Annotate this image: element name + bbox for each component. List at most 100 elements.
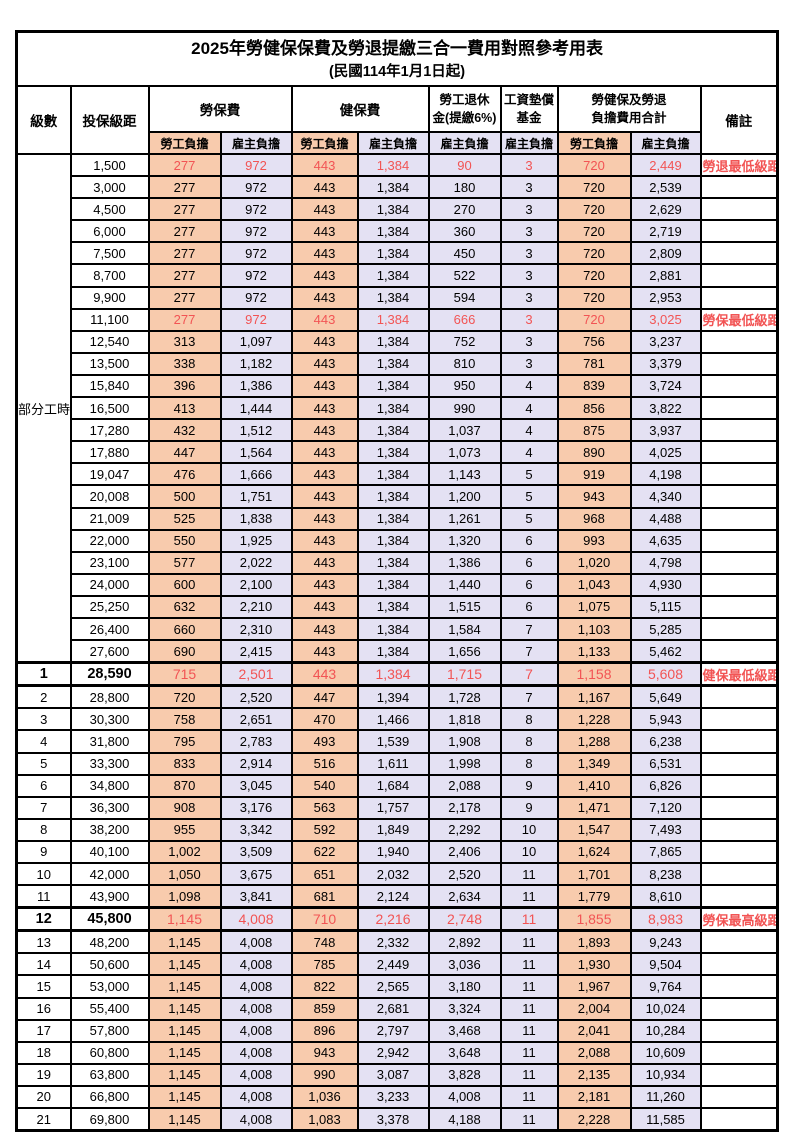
value-cell: 3,036 xyxy=(427,952,502,977)
value-cell: 443 xyxy=(290,351,359,376)
value-cell: 2,415 xyxy=(219,639,293,664)
value-cell: 5,943 xyxy=(629,707,702,732)
value-cell: 3,324 xyxy=(427,996,502,1021)
title-cell: 2025年勞健保保費及勞退提繳三合一費用對照參考用表 (民國114年1月1日起) xyxy=(15,30,779,87)
value-cell: 443 xyxy=(290,572,359,597)
value-cell: 972 xyxy=(219,197,293,222)
value-cell: 1,584 xyxy=(427,616,502,642)
value-cell: 795 xyxy=(147,729,222,754)
value-cell: 1,386 xyxy=(219,373,293,399)
value-cell: 943 xyxy=(556,484,632,509)
value-cell: 1,701 xyxy=(556,861,632,887)
fee-table: 2025年勞健保保費及勞退提繳三合一費用對照參考用表 (民國114年1月1日起)… xyxy=(15,30,780,1132)
value-cell: 4,008 xyxy=(219,1084,293,1110)
value-cell: 443 xyxy=(290,639,359,664)
bracket-cell: 21,009 xyxy=(69,506,150,531)
value-cell: 2,520 xyxy=(427,861,502,887)
value-cell: 2,501 xyxy=(219,661,293,688)
table-row: 21 69,800 1,145 4,008 1,083 3,378 4,188 11 2,228… xyxy=(15,1107,779,1132)
value-cell: 1,384 xyxy=(356,152,430,178)
value-cell: 2,719 xyxy=(629,219,702,244)
bracket-cell: 48,200 xyxy=(69,929,150,955)
table-body: 部分工時 1,500 277 972 443 1,384 90 3 720 2,449 勞退最低級距… xyxy=(15,152,779,1132)
value-cell: 1,539 xyxy=(356,729,430,754)
remark-cell xyxy=(699,396,779,421)
level-cell: 12 xyxy=(15,906,72,933)
table-row: 6 34,800 870 3,045 540 1,684 2,088 9 1,410 6,826 xyxy=(15,773,779,798)
table-row: 11 43,900 1,098 3,841 681 2,124 2,634 11 1,779 8,… xyxy=(15,884,779,909)
level-cell: 21 xyxy=(15,1107,72,1132)
value-cell: 1,098 xyxy=(147,884,222,909)
table-row: 13 48,200 1,145 4,008 748 2,332 2,892 11 1,893 9,… xyxy=(15,929,779,955)
value-cell: 1,908 xyxy=(427,729,502,754)
bracket-cell: 3,000 xyxy=(69,175,150,200)
value-cell: 2,004 xyxy=(556,996,632,1021)
value-cell: 443 xyxy=(290,219,359,244)
value-cell: 2,228 xyxy=(556,1107,632,1132)
value-cell: 6 xyxy=(499,528,559,553)
bracket-cell: 69,800 xyxy=(69,1107,150,1132)
value-cell: 968 xyxy=(556,506,632,531)
value-cell: 972 xyxy=(219,241,293,266)
value-cell: 10,024 xyxy=(629,996,702,1021)
value-cell: 360 xyxy=(427,219,502,244)
value-cell: 4,008 xyxy=(219,1018,293,1043)
table-row: 20 66,800 1,145 4,008 1,036 3,233 4,008 11 2,181… xyxy=(15,1084,779,1110)
value-cell: 1,384 xyxy=(356,285,430,310)
value-cell: 1,384 xyxy=(356,373,430,399)
value-cell: 720 xyxy=(147,684,222,710)
bracket-cell: 30,300 xyxy=(69,707,150,732)
value-cell: 856 xyxy=(556,396,632,421)
value-cell: 493 xyxy=(290,729,359,754)
value-cell: 3,675 xyxy=(219,861,293,887)
remark-cell xyxy=(699,462,779,487)
value-cell: 1,728 xyxy=(427,684,502,710)
total-label-line2: 負擔費用合計 xyxy=(591,111,667,125)
col-header-level: 級數 xyxy=(15,85,72,155)
value-cell: 3,233 xyxy=(356,1084,430,1110)
value-cell: 443 xyxy=(290,594,359,619)
value-cell: 6 xyxy=(499,572,559,597)
value-cell: 6,826 xyxy=(629,773,702,798)
value-cell: 1,384 xyxy=(356,418,430,443)
value-cell: 1,384 xyxy=(356,241,430,266)
value-cell: 8 xyxy=(499,751,559,776)
remark-cell xyxy=(699,373,779,399)
table-row: 7 36,300 908 3,176 563 1,757 2,178 9 1,471 7,120 xyxy=(15,795,779,820)
value-cell: 666 xyxy=(427,307,502,332)
level-cell: 17 xyxy=(15,1018,72,1043)
value-cell: 990 xyxy=(427,396,502,421)
value-cell: 2,809 xyxy=(629,241,702,266)
remark-cell xyxy=(699,572,779,597)
value-cell: 4,008 xyxy=(219,1040,293,1065)
remark-cell xyxy=(699,1107,779,1132)
bracket-cell: 11,100 xyxy=(69,307,150,332)
table-row: 6,000 277 972 443 1,384 360 3 720 2,719 xyxy=(17,219,779,244)
value-cell: 443 xyxy=(290,175,359,200)
value-cell: 443 xyxy=(290,484,359,509)
value-cell: 1,097 xyxy=(219,329,293,354)
value-cell: 2,022 xyxy=(219,550,293,575)
remark-cell xyxy=(699,773,779,798)
value-cell: 11 xyxy=(499,1107,559,1132)
value-cell: 1,384 xyxy=(356,219,430,244)
value-cell: 1,349 xyxy=(556,751,632,776)
table-row: 18 60,800 1,145 4,008 943 2,942 3,648 11 2,088 10… xyxy=(15,1040,779,1065)
value-cell: 1,838 xyxy=(219,506,293,531)
value-cell: 3,648 xyxy=(427,1040,502,1065)
value-cell: 2,406 xyxy=(427,839,502,865)
bracket-cell: 66,800 xyxy=(69,1084,150,1110)
value-cell: 443 xyxy=(290,616,359,642)
value-cell: 277 xyxy=(147,241,222,266)
value-cell: 1,466 xyxy=(356,707,430,732)
table-row: 4,500 277 972 443 1,384 270 3 720 2,629 xyxy=(17,197,779,222)
value-cell: 1,037 xyxy=(427,418,502,443)
value-cell: 690 xyxy=(147,639,222,664)
value-cell: 6,531 xyxy=(629,751,702,776)
value-cell: 443 xyxy=(290,263,359,288)
table-row: 19 63,800 1,145 4,008 990 3,087 3,828 11 2,135 10… xyxy=(15,1062,779,1087)
level-cell: 1 xyxy=(15,661,72,688)
bracket-cell: 27,600 xyxy=(69,639,150,664)
value-cell: 1,715 xyxy=(427,661,502,688)
value-cell: 11 xyxy=(499,1084,559,1110)
